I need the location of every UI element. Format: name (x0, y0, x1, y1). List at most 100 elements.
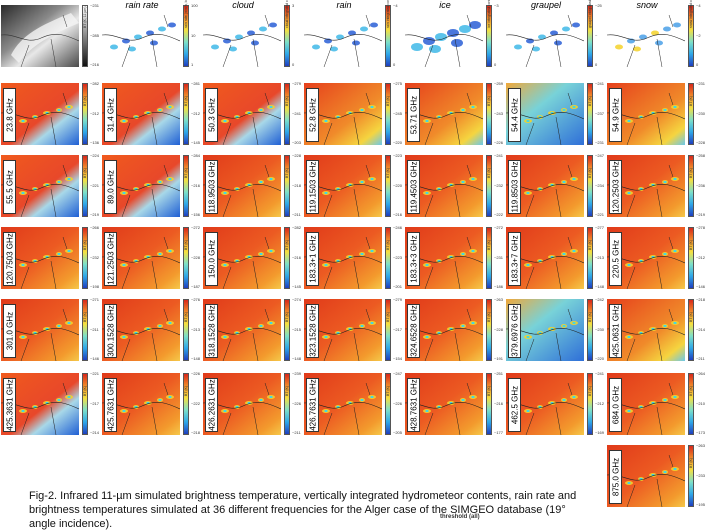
coastline (304, 33, 382, 42)
storm-core (269, 249, 273, 253)
storm-core (158, 108, 162, 112)
frequency-label: 684.0 GHz (609, 378, 622, 432)
colorbar-unit-label: BT (K) (588, 239, 592, 250)
content-blob (312, 44, 320, 50)
colorbar-tick-label: ~4 (696, 3, 701, 8)
colorbar-tick-label: ~226 (292, 401, 302, 406)
storm-core (269, 321, 273, 325)
frequency-label: 121.2503 GHz (104, 232, 117, 286)
storm-core (673, 395, 677, 399)
colorbar-tick-label: ~205 (393, 430, 403, 435)
storm-core (223, 119, 227, 123)
storm-core (627, 119, 631, 123)
colorbar-unit-label: BT (K) (487, 95, 491, 106)
hydrometeor-map (203, 5, 281, 67)
colorbar-tick-label: ~228 (696, 140, 706, 145)
frequency-panel: 323.1528 GHz ~279 ~217 ~154 BT (K) (303, 294, 403, 364)
storm-core (663, 252, 667, 256)
frequency-panel: 324.6528 GHz ~263 ~228 ~191 BT (K) (404, 294, 504, 364)
coastline (1, 33, 79, 42)
colorbar-tick-label: ~212 (595, 401, 605, 406)
content-blob (360, 26, 368, 32)
colorbar (587, 227, 593, 289)
frequency-text: 426.7631 GHz (308, 379, 317, 431)
storm-core (122, 191, 126, 195)
map-panel (304, 5, 382, 67)
colorbar-tick-label: ~201 (393, 284, 403, 289)
colorbar (82, 227, 88, 289)
colorbar-unit-label: BT (K) (285, 311, 289, 322)
frequency-text: 54.4 GHz (510, 98, 519, 132)
colorbar-tick-label: ~231 (696, 81, 706, 86)
content-blob (336, 34, 344, 40)
content-blob (150, 40, 158, 46)
colorbar-tick-label: ~216 (292, 255, 302, 260)
colorbar-tick-label: ~231 (90, 3, 100, 8)
colorbar (587, 83, 593, 145)
top-panel-cloud: 3 0 cloud integrated content (kg/m²) (202, 0, 302, 70)
storm-core (627, 409, 631, 413)
frequency-label: 119.4503 GHz (407, 160, 420, 214)
colorbar-tick-label: ~146 (696, 284, 706, 289)
frequency-panel: 120.2503 GHz ~258 ~236 ~219 BT (K) (606, 150, 706, 220)
colorbar-tick-label: ~258 (696, 153, 706, 158)
storm-core (57, 180, 61, 184)
frequency-text: 52.8 GHz (308, 98, 317, 132)
storm-core (425, 119, 429, 123)
storm-core (526, 335, 530, 339)
storm-core (122, 335, 126, 339)
top-panel-ice: ~3 0 ice integrated content (kg/m²) (404, 0, 504, 70)
border-line (626, 382, 674, 435)
storm-core (461, 398, 465, 402)
colorbar (688, 227, 694, 289)
colorbar-tick-label: 100 (191, 3, 198, 8)
storm-core (57, 108, 61, 112)
colorbar-unit-label: BT (K) (588, 385, 592, 396)
border-line (222, 382, 270, 435)
colorbar-tick-label: ~263 (494, 297, 504, 302)
colorbar-tick-label: ~25 (595, 3, 602, 8)
hydrometeor-map (304, 5, 382, 67)
frequency-panel: 118.9503 GHz ~228 ~218 ~211 BT (K) (202, 150, 302, 220)
column-title: snow (636, 0, 658, 10)
content-blob (411, 43, 423, 51)
content-blob (330, 46, 338, 52)
frequency-panel: 300.1528 GHz ~276 ~213 ~148 BT (K) (101, 294, 201, 364)
frequency-panel: 183.3+7 GHz ~277 ~213 ~148 BT (K) (505, 222, 605, 292)
content-blob (514, 44, 522, 50)
border-line (222, 92, 270, 145)
colorbar-unit-label: BT (K) (689, 385, 693, 396)
colorbar-tick-label: ~233 (696, 473, 706, 478)
colorbar-unit-label: BT (K) (588, 311, 592, 322)
border-line (626, 164, 674, 217)
colorbar-tick-label: ~241 (595, 81, 605, 86)
colorbar (486, 299, 492, 361)
content-blob (370, 22, 378, 28)
frequency-text: 121.2503 GHz (106, 233, 115, 285)
colorbar-unit-label: BT (K) (689, 457, 693, 468)
frequency-text: 875.0 GHz (611, 457, 620, 497)
frequency-text: 425.3631 GHz (5, 379, 14, 431)
colorbar (385, 299, 391, 361)
hydrometeor-map (405, 5, 483, 67)
colorbar-unit-label: BT (K) (386, 311, 390, 322)
storm-core (67, 395, 71, 399)
frequency-text: 300.1528 GHz (106, 305, 115, 357)
colorbar-tick-label: ~213 (595, 255, 605, 260)
colorbar-unit-label: cloud integrated content (kg/m²) (285, 0, 289, 28)
storm-core (370, 105, 374, 109)
storm-core (627, 481, 631, 485)
storm-core (461, 180, 465, 184)
storm-core (269, 177, 273, 181)
storm-core (471, 105, 475, 109)
frequency-label: 31.4 GHz (104, 88, 117, 142)
colorbar-tick-label: ~277 (595, 225, 605, 230)
storm-core (673, 467, 677, 471)
colorbar-tick-label: ~216 (90, 62, 100, 67)
colorbar-tick-label: ~264 (696, 371, 706, 376)
storm-core (572, 177, 576, 181)
hydrometeor-map (506, 5, 584, 67)
border-line (525, 308, 573, 361)
map-panel (1, 5, 79, 67)
colorbar-tick-label: ~146 (90, 356, 100, 361)
